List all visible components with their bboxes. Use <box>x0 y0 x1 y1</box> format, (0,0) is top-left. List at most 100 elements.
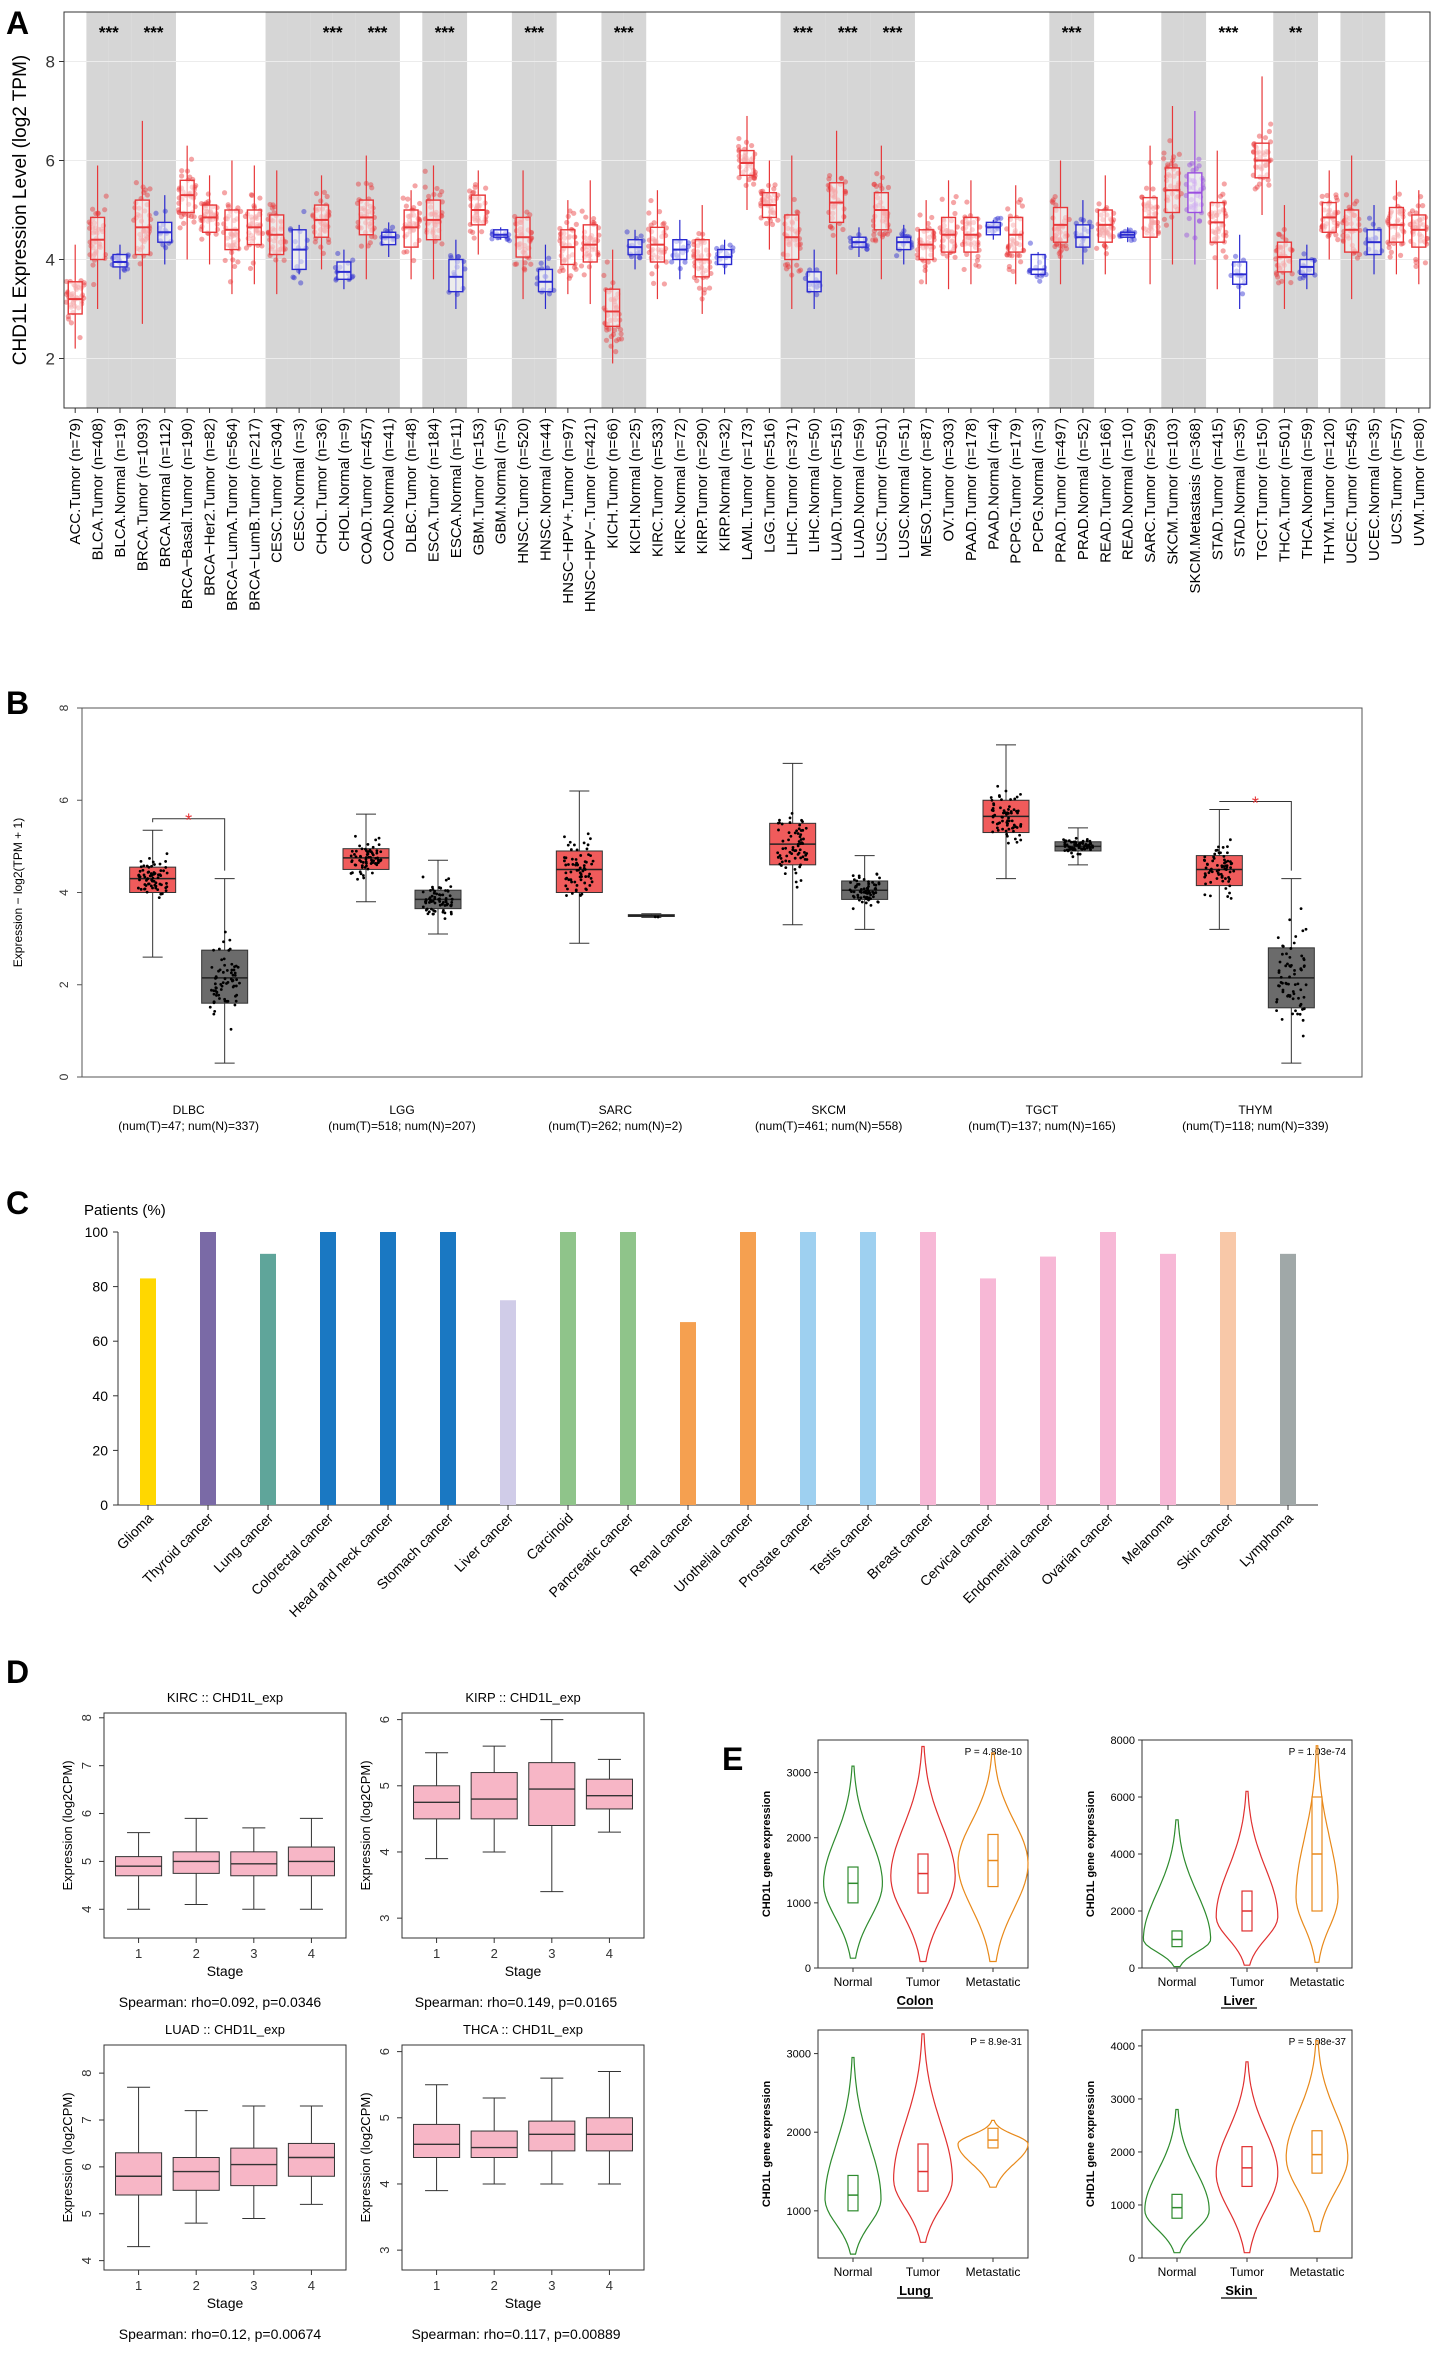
data-point <box>796 852 800 856</box>
data-point <box>736 175 742 181</box>
data-point <box>1003 811 1007 814</box>
y-tick-label: 4 <box>377 1848 392 1855</box>
box <box>847 1866 859 1904</box>
data-point <box>1205 862 1209 866</box>
data-point <box>438 897 441 901</box>
data-point <box>191 219 197 225</box>
x-tick-label: LUAD.Tumor (n=515) <box>829 418 846 561</box>
data-point <box>579 878 583 882</box>
data-point <box>1214 849 1218 852</box>
data-point <box>257 195 263 201</box>
data-point <box>1062 838 1065 842</box>
data-point <box>852 878 856 882</box>
data-point <box>213 1009 217 1013</box>
x-tick-label: 1 <box>135 1946 142 1961</box>
y-tick-label: 4000 <box>1111 2041 1135 2053</box>
data-point <box>1280 1017 1284 1021</box>
data-point <box>589 837 592 841</box>
data-point <box>181 220 187 226</box>
data-point <box>1050 197 1056 203</box>
x-tick-label: SARC.Tumor (n=259) <box>1142 418 1159 563</box>
data-point <box>852 895 856 899</box>
x-tick-label: SKCM.Metastasis (n=368) <box>1187 418 1204 593</box>
data-point <box>578 263 585 269</box>
data-point <box>779 864 783 867</box>
box <box>172 1851 220 1874</box>
data-point <box>867 896 871 900</box>
box <box>1343 209 1360 253</box>
data-point <box>799 838 803 841</box>
x-tick-label: PAAD.Normal (n=4) <box>985 418 1002 550</box>
y-tick-label: 6000 <box>1111 1792 1135 1804</box>
data-point <box>1285 952 1288 956</box>
y-tick-label: 5 <box>79 2210 94 2217</box>
data-point <box>1176 151 1182 157</box>
data-point <box>793 867 797 871</box>
data-point <box>424 898 428 901</box>
data-point <box>568 840 572 844</box>
data-point <box>1000 798 1003 802</box>
data-point <box>1016 199 1022 205</box>
data-point <box>1196 218 1203 224</box>
x-tick-label: PCPG.Tumor (n=179) <box>1008 418 1025 564</box>
data-point <box>68 320 74 326</box>
spearman-stats: Spearman: rho=0.117, p=0.00889 <box>411 2326 620 2342</box>
significance-label: *** <box>99 23 119 42</box>
data-point <box>506 238 513 244</box>
data-point <box>234 964 238 968</box>
x-tick-label: 4 <box>606 2278 613 2293</box>
x-group-name: DLBC <box>173 1103 205 1117</box>
significance-label: *** <box>614 23 634 42</box>
data-point <box>1184 232 1190 238</box>
data-point <box>860 900 864 904</box>
shade-band <box>623 12 647 408</box>
data-point <box>1211 859 1215 863</box>
data-point <box>178 214 185 220</box>
data-point <box>882 230 888 236</box>
data-point <box>1074 836 1078 840</box>
data-point <box>573 266 579 272</box>
data-point <box>1019 203 1025 209</box>
data-point <box>796 842 800 846</box>
y-tick-label: 7 <box>79 1762 94 1769</box>
data-point <box>613 349 619 355</box>
tissue-label: Colon <box>897 1993 934 2008</box>
y-tick-label: 5 <box>79 1858 94 1865</box>
data-point <box>439 241 445 247</box>
data-point <box>1413 256 1419 263</box>
bar <box>800 1232 816 1505</box>
data-point <box>787 838 790 842</box>
data-point <box>591 215 597 222</box>
data-point <box>249 192 255 199</box>
data-point <box>188 156 195 162</box>
data-point <box>1131 237 1137 243</box>
data-point <box>1335 237 1341 243</box>
data-point <box>785 854 789 858</box>
data-point <box>749 142 755 149</box>
data-point <box>148 857 151 860</box>
tissue-label: Skin <box>1225 2283 1253 2298</box>
data-point <box>1275 280 1282 286</box>
data-point <box>225 202 231 208</box>
data-point <box>899 231 905 237</box>
x-tick-label: Tumor <box>906 1975 940 1989</box>
data-point <box>437 886 441 889</box>
y-tick-label: 2 <box>57 981 71 988</box>
data-point <box>164 866 168 869</box>
data-point <box>1161 216 1168 222</box>
box <box>1097 209 1113 243</box>
data-point <box>646 210 652 216</box>
data-point <box>210 965 214 969</box>
data-point <box>1299 907 1303 911</box>
data-point <box>513 261 520 267</box>
data-point <box>1387 254 1393 260</box>
data-point <box>1186 215 1192 222</box>
panel-label-a: A <box>6 5 29 41</box>
data-point <box>828 223 834 230</box>
data-point <box>1006 266 1012 273</box>
data-point <box>1019 822 1023 826</box>
data-point <box>1052 194 1058 200</box>
data-point <box>1239 291 1246 297</box>
data-point <box>449 885 453 889</box>
significance-label: *** <box>368 23 388 42</box>
